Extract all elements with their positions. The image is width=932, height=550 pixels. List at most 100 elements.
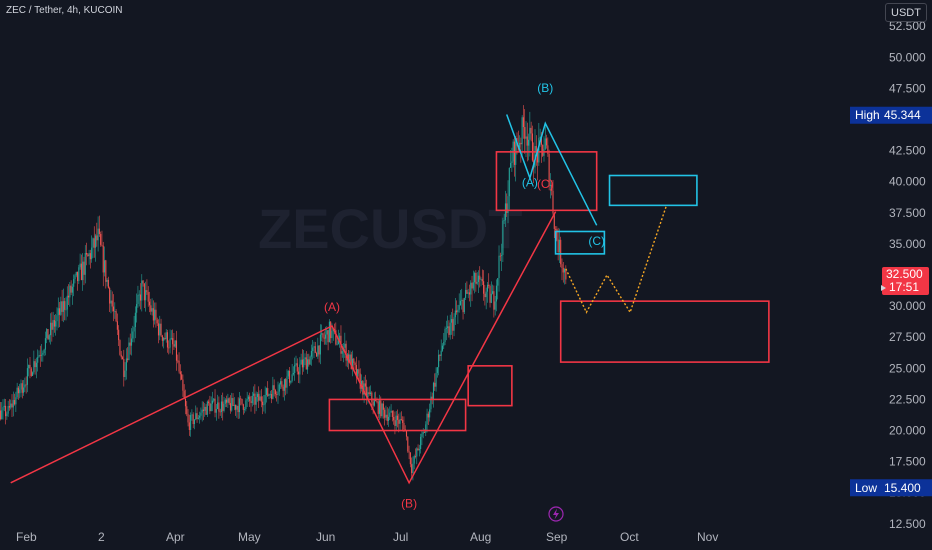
x-tick-label: Oct [620, 530, 639, 544]
zone-box [608, 174, 698, 207]
candle-body [250, 401, 252, 404]
candle-body [174, 340, 176, 347]
candle-body [64, 301, 66, 310]
symbol-watermark: ZECUSDT [258, 197, 522, 260]
candle-body [551, 184, 553, 191]
price-axis[interactable]: 12.50015.00017.50020.00022.50025.00027.5… [889, 19, 926, 531]
candle-body [224, 399, 226, 404]
candle-body [542, 144, 544, 156]
candle-body [23, 387, 25, 393]
candle-body [492, 291, 494, 294]
candle-body [324, 334, 327, 339]
candle-body [201, 409, 203, 413]
candle-body [294, 364, 296, 374]
candle-body [278, 384, 280, 392]
candle-body [391, 410, 393, 417]
candle-body [154, 309, 156, 321]
candle-body [178, 360, 180, 372]
candle-body [136, 303, 138, 313]
high-badge-value: 45.344 [884, 108, 921, 122]
candle-body [272, 385, 274, 399]
candle-body [214, 398, 216, 413]
candle-body [423, 432, 426, 433]
candle-body [92, 238, 94, 248]
candle-body [253, 393, 255, 396]
candle-body [145, 290, 147, 301]
candle-body [241, 398, 243, 405]
candle-body [458, 304, 460, 310]
candle-body [130, 338, 133, 346]
candle-body [425, 424, 427, 433]
candle-body [318, 345, 320, 355]
cyan-abc-line [505, 114, 598, 226]
candle-body [380, 400, 382, 417]
candle-body [456, 310, 458, 313]
candle-body [312, 347, 314, 351]
candle-body [39, 355, 41, 356]
lightning-icon[interactable] [548, 506, 564, 522]
candle-body [235, 405, 237, 410]
candle-body [296, 363, 298, 372]
y-tick-label: 37.500 [889, 206, 926, 220]
candle-body [447, 326, 449, 329]
current-price-badge: 32.500 17:51 [882, 267, 929, 296]
candle-body [546, 138, 548, 146]
candle-body [290, 380, 292, 383]
candle-body [323, 337, 325, 339]
candle-body [56, 315, 58, 322]
candle-body [295, 363, 297, 365]
candle-body [173, 344, 175, 347]
candle-body [111, 300, 113, 307]
currency-selector-button[interactable]: USDT [885, 3, 927, 22]
candle-body [495, 285, 497, 302]
candle-body [486, 284, 489, 292]
candle-body [66, 295, 68, 310]
candle-body [62, 301, 64, 312]
candle-body [210, 403, 212, 412]
candle-body [525, 136, 527, 139]
time-axis[interactable]: Feb 2 Apr May Jun Jul Aug Sep Oct Nov [16, 530, 718, 544]
candle-body [21, 383, 23, 393]
candle-body [416, 448, 418, 457]
y-tick-label: 42.500 [889, 144, 926, 158]
candle-body [247, 396, 249, 400]
candle-body [209, 403, 211, 412]
candle-body [37, 357, 39, 363]
candle-body [498, 255, 500, 279]
candle-body [481, 279, 483, 282]
scroll-arrow-icon[interactable] [881, 285, 886, 291]
candle-body [139, 294, 142, 301]
candle-body [196, 413, 198, 420]
candle-body [3, 405, 5, 408]
candle-body [457, 309, 459, 313]
candle-body [528, 139, 530, 146]
candle-body [282, 386, 284, 391]
candle-body [141, 280, 143, 301]
candle-body [69, 285, 71, 298]
candle-body [508, 167, 510, 197]
candle-body [467, 292, 469, 294]
candle-body [476, 281, 478, 284]
candle-body [231, 398, 233, 411]
candle-body [147, 292, 149, 302]
candle-body [355, 364, 357, 377]
candle-body [190, 415, 192, 430]
candle-body [85, 253, 88, 255]
candle-body [55, 321, 57, 327]
candle-body [169, 338, 171, 348]
candle-body [449, 322, 451, 335]
candle-body [359, 373, 361, 389]
candle-body [351, 358, 354, 370]
candle-body [195, 413, 197, 420]
candle-body [114, 311, 116, 312]
candle-body [50, 322, 52, 336]
candle-body [537, 150, 539, 163]
low-badge-value: 15.400 [884, 481, 921, 495]
candle-body [480, 279, 482, 280]
wave-labels-group: (A)(B)(C)(A)(B)(C) [324, 81, 605, 511]
candle-body [163, 338, 165, 341]
candle-body [26, 368, 28, 385]
waves-group [10, 114, 667, 485]
y-tick-label: 50.000 [889, 50, 926, 64]
